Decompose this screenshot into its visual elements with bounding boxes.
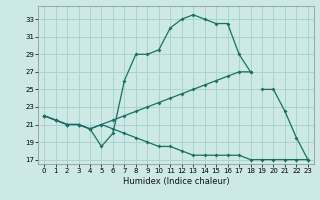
X-axis label: Humidex (Indice chaleur): Humidex (Indice chaleur): [123, 177, 229, 186]
